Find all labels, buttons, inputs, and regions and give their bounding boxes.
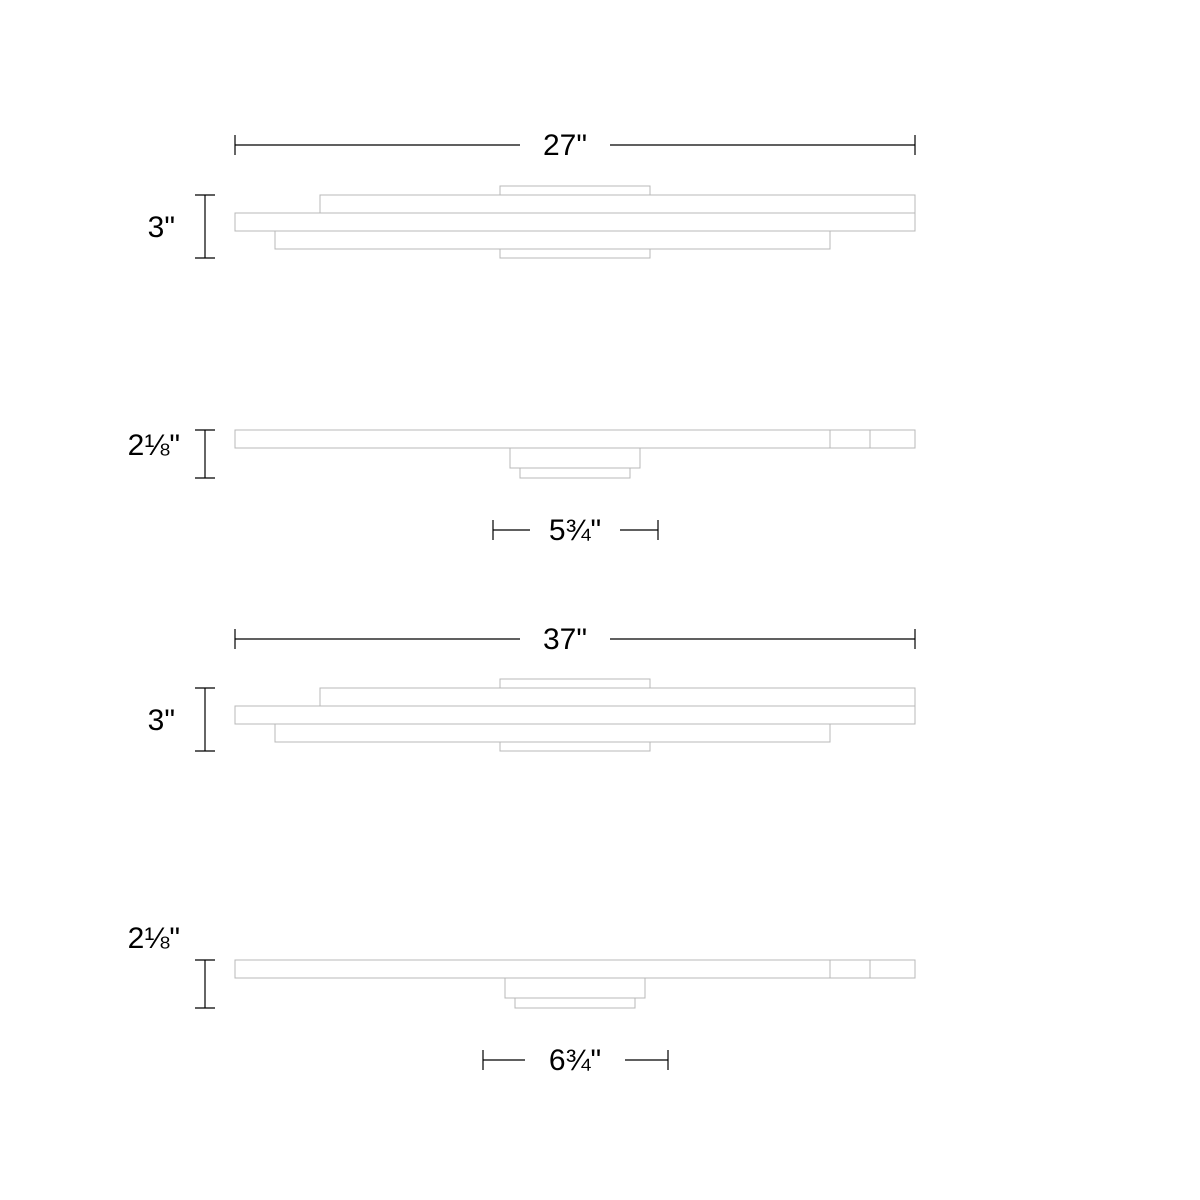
width-label-27: 27" [543,129,587,162]
dimension-drawing: 27" 3" 2⅛" 5¾" [0,0,1200,1200]
height-dim-3-top: 3" [148,195,215,258]
height-dim-218-top: 2⅛" [128,429,215,478]
fixture-side-27 [235,430,915,478]
width-dim-27: 27" [235,129,915,162]
base-label-534: 5¾" [549,514,601,547]
height-dim-218-bot: 2⅛" [128,922,215,1008]
height-label-3-bot: 3" [148,704,175,737]
base-label-634: 6¾" [549,1044,601,1077]
width-dim-37: 37" [235,623,915,656]
width-label-37: 37" [543,623,587,656]
base-dim-634: 6¾" [483,1044,668,1077]
fixture-side-37 [235,960,915,1008]
height-label-3-top: 3" [148,211,175,244]
height-label-218-bot: 2⅛" [128,922,180,955]
fixture-front-27 [235,186,915,258]
height-dim-3-bot: 3" [148,688,215,751]
fixture-front-37 [235,679,915,751]
height-label-218-top: 2⅛" [128,429,180,462]
base-dim-534: 5¾" [493,514,658,547]
